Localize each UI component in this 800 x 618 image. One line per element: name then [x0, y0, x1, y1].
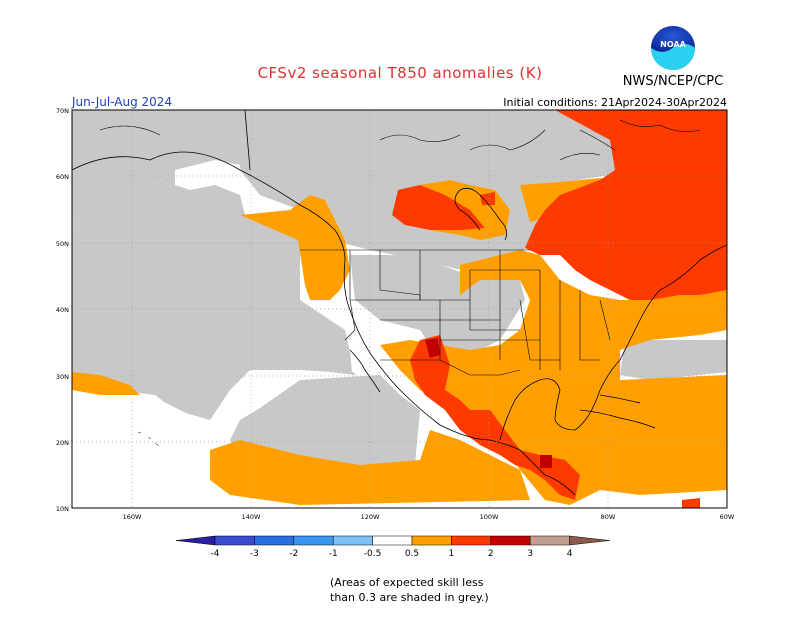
colorbar-bin — [254, 535, 295, 546]
lat-label: 20N — [56, 439, 69, 447]
agency-label: NWS/NCEP/CPC — [622, 74, 724, 89]
colorbar-tick-label: 0.5 — [405, 549, 419, 559]
lon-label: 140W — [242, 513, 261, 521]
lon-label: 100W — [480, 513, 499, 521]
lat-label: 70N — [56, 107, 69, 115]
anomaly-map — [72, 110, 727, 508]
grey-lowskill-central-us — [350, 255, 525, 360]
red-northeast — [525, 110, 727, 300]
lon-label: 160W — [123, 513, 142, 521]
orange-east-us — [380, 250, 727, 505]
footnote-line-1: (Areas of expected skill less — [330, 576, 484, 589]
longitude-labels: 160W 140W 120W 100W 80W 60W — [123, 513, 735, 521]
colorbar-tick-label: 1 — [449, 549, 455, 559]
colorbar-bin — [372, 535, 413, 546]
skill-footnote: (Areas of expected skill less than 0.3 a… — [330, 575, 550, 605]
grey-lowskill-atlantic — [620, 340, 727, 380]
colorbar: -4 -3 -2 -1 -0.5 0.5 1 2 3 4 — [175, 535, 610, 559]
colorbar-tick-label: 3 — [527, 549, 533, 559]
coastlines — [72, 110, 727, 496]
orange-west-coast — [240, 195, 350, 300]
lat-label: 30N — [56, 373, 69, 381]
lat-label: 10N — [56, 505, 69, 513]
lon-label: 120W — [361, 513, 380, 521]
darkred-cent-america — [540, 455, 552, 468]
colorbar-bin — [529, 535, 570, 546]
latitude-labels: 70N 60N 50N 40N 30N 20N 10N — [56, 107, 69, 513]
noaa-logo-icon: NOAA — [650, 25, 696, 71]
lat-label: 40N — [56, 306, 69, 314]
lat-label: 60N — [56, 173, 69, 181]
white-alaska — [175, 160, 245, 215]
white-hawaii-region — [72, 385, 210, 508]
colorbar-bin — [332, 535, 373, 546]
footnote-line-2: than 0.3 are shaded in grey.) — [330, 591, 489, 604]
colorbar-bin — [293, 535, 334, 546]
arctic-islands — [99, 119, 701, 161]
map-frame — [71, 109, 728, 509]
hawaii-islands — [137, 431, 160, 447]
map-title: CFSv2 seasonal T850 anomalies (K) — [257, 64, 543, 82]
colorbar-tick-label: 4 — [567, 549, 573, 559]
colorbar-min-arrow — [175, 535, 216, 546]
colorbar-bin — [214, 535, 255, 546]
noaa-logo-text: NOAA — [660, 40, 686, 49]
lat-label: 50N — [56, 240, 69, 248]
red-hudson-east — [480, 192, 495, 205]
boundary-lines — [300, 249, 611, 376]
colorbar-tick-label: -0.5 — [364, 549, 382, 559]
colorbar-bin — [490, 535, 531, 546]
colorbar-tick-label: -1 — [329, 549, 338, 559]
colorbar-tick-label: -4 — [211, 549, 220, 559]
orange-pacific-west — [72, 372, 140, 395]
colorbar-bin — [451, 535, 492, 546]
lon-label: 80W — [601, 513, 616, 521]
darkred-gulf-coast — [425, 338, 440, 358]
orange-south-pacific — [210, 430, 530, 505]
red-caribbean-small — [682, 498, 700, 508]
red-hudson — [392, 185, 485, 230]
white-baja — [350, 345, 375, 375]
colorbar-max-arrow — [569, 535, 610, 546]
colorbar-tick-label: -2 — [289, 549, 298, 559]
colorbar-tick-label: 2 — [488, 549, 494, 559]
grey-lowskill-east-pacific — [230, 375, 420, 465]
colorbar-tick-label: -3 — [250, 549, 259, 559]
red-mexico — [410, 335, 580, 500]
lon-label: 60W — [720, 513, 735, 521]
forecast-period: Jun-Jul-Aug 2024 — [72, 95, 173, 109]
colorbar-bin — [411, 535, 452, 546]
initial-conditions: Initial conditions: 21Apr2024-30Apr2024 — [503, 96, 727, 109]
